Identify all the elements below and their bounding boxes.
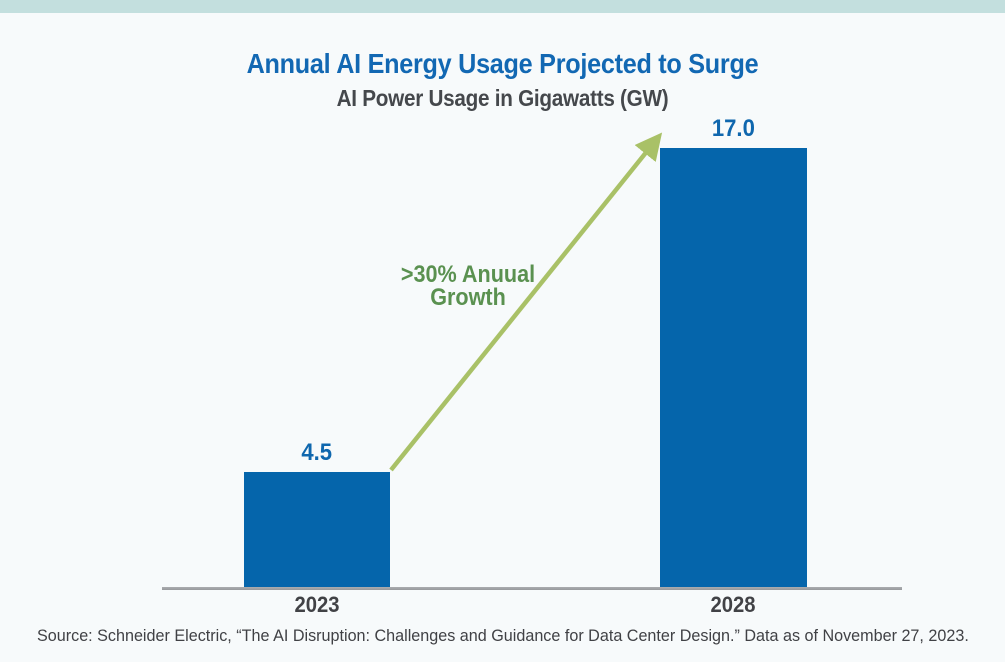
top-accent-band: [0, 0, 1005, 13]
chart-title: Annual AI Energy Usage Projected to Surg…: [246, 48, 759, 79]
source-note: Source: Schneider Electric, “The AI Disr…: [37, 626, 969, 645]
bar-rect-2028: [660, 148, 807, 588]
bar-2028: 17.0: [660, 115, 807, 588]
growth-annotation: >30% Anuual Growth: [378, 261, 558, 311]
chart-subtitle: AI Power Usage in Gigawatts (GW): [336, 85, 669, 111]
x-axis-label-2023: 2023: [294, 592, 340, 617]
growth-annotation-line2: Growth: [430, 284, 506, 311]
bar-2023: 4.5: [244, 439, 390, 588]
bar-value-2023: 4.5: [301, 439, 333, 466]
x-axis-label-2028: 2028: [710, 592, 756, 617]
growth-annotation-line1: >30% Anuual: [400, 261, 536, 288]
x-axis-line: [162, 587, 902, 590]
bar-rect-2023: [244, 472, 390, 588]
bar-value-2028: 17.0: [712, 115, 755, 142]
